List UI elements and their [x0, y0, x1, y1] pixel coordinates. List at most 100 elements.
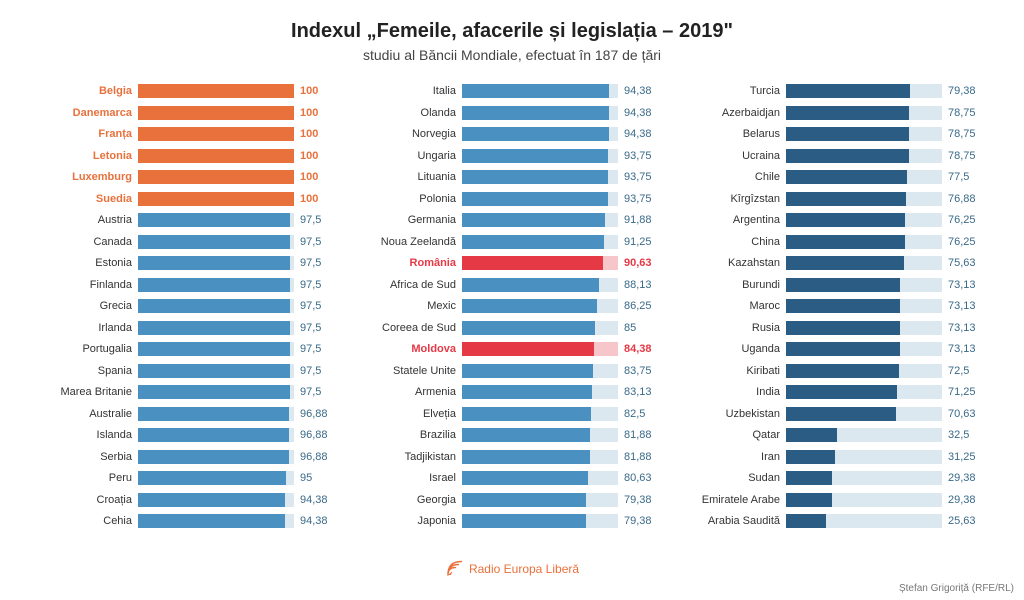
value-label: 85 — [618, 322, 660, 334]
bar-row: Lituania93,75 — [364, 167, 660, 187]
country-label: Kazahstan — [688, 257, 786, 269]
country-label: Olanda — [364, 107, 462, 119]
country-label: Islanda — [40, 429, 138, 441]
value-label: 75,63 — [942, 257, 984, 269]
bar-wrap — [138, 407, 294, 421]
country-label: Canada — [40, 236, 138, 248]
bar-fill — [462, 299, 597, 313]
bar-fill — [786, 364, 899, 378]
bar-fill — [462, 127, 609, 141]
country-label: Ucraina — [688, 150, 786, 162]
bar-row: Elveția82,5 — [364, 404, 660, 424]
bar-wrap — [786, 149, 942, 163]
value-label: 94,38 — [294, 515, 336, 527]
bar-wrap — [138, 192, 294, 206]
bar-wrap — [786, 342, 942, 356]
bar-row: Spania97,5 — [40, 361, 336, 381]
bar-fill — [786, 514, 826, 528]
bar-fill — [462, 106, 609, 120]
bar-wrap — [786, 192, 942, 206]
country-label: Serbia — [40, 451, 138, 463]
country-label: Polonia — [364, 193, 462, 205]
value-label: 79,38 — [942, 85, 984, 97]
bar-row: Portugalia97,5 — [40, 339, 336, 359]
bar-wrap — [138, 493, 294, 507]
value-label: 94,38 — [618, 85, 660, 97]
bar-wrap — [138, 127, 294, 141]
bar-wrap — [462, 407, 618, 421]
value-label: 73,13 — [942, 343, 984, 355]
bar-row: Canada97,5 — [40, 232, 336, 252]
bar-row: Finlanda 97,5 — [40, 275, 336, 295]
value-label: 97,5 — [294, 279, 336, 291]
country-label: Japonia — [364, 515, 462, 527]
bar-wrap — [786, 364, 942, 378]
value-label: 93,75 — [618, 150, 660, 162]
country-label: Georgia — [364, 494, 462, 506]
bar-fill — [138, 278, 290, 292]
country-label: Argentina — [688, 214, 786, 226]
bar-row: Italia94,38 — [364, 81, 660, 101]
chart-column: Turcia79,38Azerbaidjan78,75Belarus78,75U… — [688, 81, 984, 533]
bar-fill — [786, 321, 900, 335]
bar-wrap — [462, 127, 618, 141]
bar-row: Mexic86,25 — [364, 296, 660, 316]
bar-wrap — [786, 106, 942, 120]
bar-wrap — [138, 364, 294, 378]
bar-fill — [138, 256, 290, 270]
bar-wrap — [462, 256, 618, 270]
bar-fill — [786, 256, 904, 270]
bar-wrap — [786, 428, 942, 442]
value-label: 82,5 — [618, 408, 660, 420]
country-label: Burundi — [688, 279, 786, 291]
bar-wrap — [138, 213, 294, 227]
bar-row: Suedia100 — [40, 189, 336, 209]
value-label: 100 — [294, 85, 336, 97]
chart-title: Indexul „Femeile, afacerile și legislați… — [0, 20, 1024, 43]
bar-wrap — [786, 127, 942, 141]
country-label: Israel — [364, 472, 462, 484]
value-label: 80,63 — [618, 472, 660, 484]
bar-fill — [786, 342, 900, 356]
bar-wrap — [786, 299, 942, 313]
value-label: 76,25 — [942, 236, 984, 248]
bar-row: Cehia94,38 — [40, 511, 336, 531]
bar-wrap — [138, 256, 294, 270]
value-label: 100 — [294, 107, 336, 119]
bar-fill — [138, 321, 290, 335]
bar-row: Tadjikistan81,88 — [364, 447, 660, 467]
bar-fill — [138, 450, 289, 464]
country-label: Estonia — [40, 257, 138, 269]
value-label: 94,38 — [294, 494, 336, 506]
bar-row: Grecia97,5 — [40, 296, 336, 316]
value-label: 96,88 — [294, 429, 336, 441]
chart-column: Italia94,38Olanda94,38Norvegia94,38Ungar… — [364, 81, 660, 533]
country-label: Africa de Sud — [364, 279, 462, 291]
bar-fill — [462, 321, 595, 335]
country-label: Finlanda — [40, 279, 138, 291]
value-label: 86,25 — [618, 300, 660, 312]
value-label: 97,5 — [294, 300, 336, 312]
bar-wrap — [138, 235, 294, 249]
bar-row: Letonia100 — [40, 146, 336, 166]
bar-wrap — [462, 149, 618, 163]
bar-fill — [786, 450, 835, 464]
value-label: 25,63 — [942, 515, 984, 527]
bar-fill — [786, 170, 907, 184]
bar-wrap — [462, 235, 618, 249]
country-label: Brazilia — [364, 429, 462, 441]
bar-row: Estonia97,5 — [40, 253, 336, 273]
chart-column: Belgia100Danemarca100Franța100Letonia100… — [40, 81, 336, 533]
bar-row: Africa de Sud88,13 — [364, 275, 660, 295]
country-label: Kiribati — [688, 365, 786, 377]
title-block: Indexul „Femeile, afacerile și legislați… — [0, 0, 1024, 63]
bar-row: Germania91,88 — [364, 210, 660, 230]
value-label: 76,25 — [942, 214, 984, 226]
country-label: Kîrgîzstan — [688, 193, 786, 205]
bar-wrap — [462, 278, 618, 292]
country-label: Franța — [40, 128, 138, 140]
bar-fill — [786, 471, 832, 485]
bar-row: Japonia79,38 — [364, 511, 660, 531]
value-label: 73,13 — [942, 279, 984, 291]
bar-fill — [462, 514, 586, 528]
